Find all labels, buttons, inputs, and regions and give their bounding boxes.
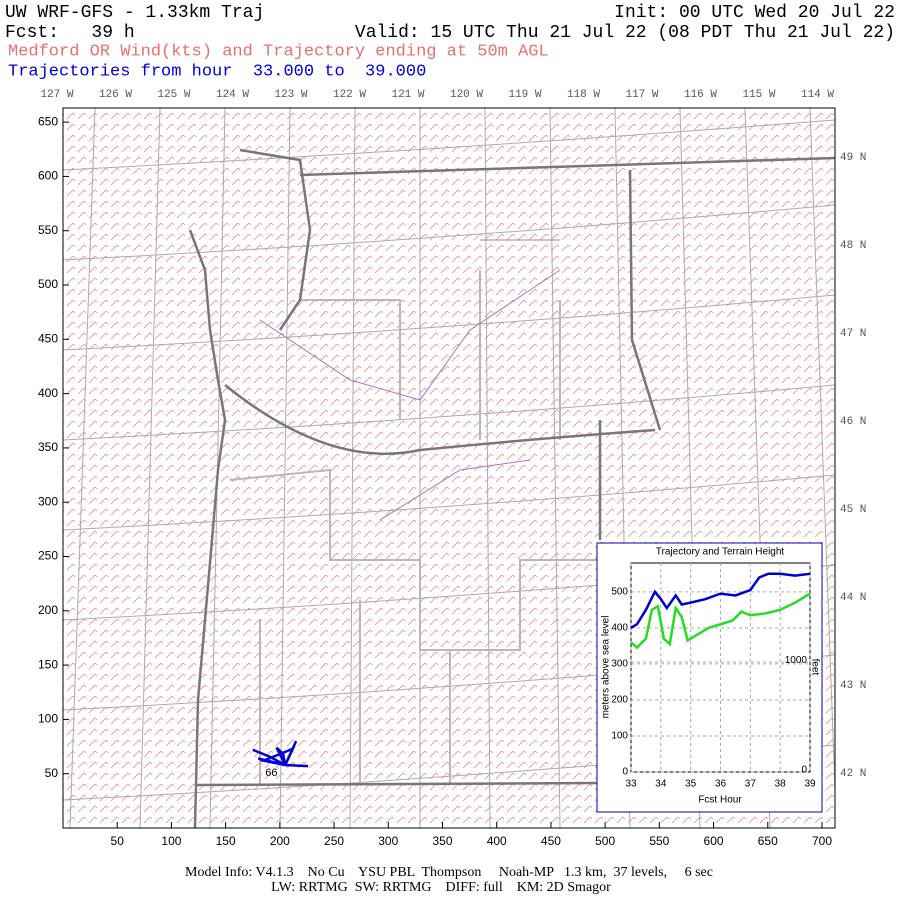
x-tick-label: 39 (804, 779, 816, 790)
init-time: Init: 00 UTC Wed 20 Jul 22 (614, 3, 895, 23)
footer-physics: LW: RRTMG SW: RRTMG DIFF: full KM: 2D Sm… (271, 880, 611, 895)
x-tick-label: 350 (432, 834, 452, 848)
longitude-label: 116 W (684, 89, 717, 101)
inset-xlabel: Fcst Hour (698, 795, 742, 806)
model-title: UW WRF-GFS - 1.33km Traj (5, 3, 264, 23)
x-tick-label: 200 (270, 834, 290, 848)
y-tick-label: 600 (38, 169, 58, 183)
x-tick-label: 400 (487, 834, 507, 848)
x-tick-label: 300 (378, 834, 398, 848)
longitude-label: 119 W (508, 89, 541, 101)
y-tick-label: 500 (38, 277, 58, 291)
x-tick-label: 550 (649, 834, 669, 848)
longitude-label: 122 W (333, 89, 366, 101)
longitude-label: 117 W (625, 89, 658, 101)
x-tick-label: 50 (111, 834, 125, 848)
latitude-label: 45 N (840, 504, 866, 516)
trajectory (252, 740, 309, 768)
county-borders (229, 270, 600, 785)
inset-marks: 33 34 35 36 37 38 39 0 100 200 300 400 500 0 1000 (611, 563, 816, 790)
latitude-label: 47 N (840, 328, 866, 340)
longitude-label: 126 W (99, 89, 132, 101)
hours-title: Trajectories from hour 33.000 to 39.000 (8, 62, 426, 81)
inset-title: Trajectory and Terrain Height (656, 547, 785, 558)
latitude-label: 49 N (840, 152, 866, 164)
map-overlays: 50 100 150 200 250 300 350 400 450 500 550 600 650 70… (38, 89, 866, 848)
y-tick-label: 400 (38, 386, 58, 400)
longitude-label: 125 W (157, 89, 190, 101)
inset-ylabel: meters above sea level (601, 616, 612, 719)
longitude-label: 120 W (450, 89, 483, 101)
y-tick-label: 350 (38, 440, 58, 454)
y-tick-label: 300 (38, 494, 58, 508)
trajectory-label: 66 (265, 767, 277, 779)
x-tick-label: 34 (655, 779, 667, 790)
y-tick-label: 0 (622, 767, 628, 778)
longitude-label: 114 W (801, 89, 834, 101)
x-tick-label: 100 (161, 834, 181, 848)
latitude-label: 46 N (840, 416, 866, 428)
x-tick-label: 650 (758, 834, 778, 848)
y-tick-label: 100 (38, 712, 58, 726)
y-tick-label: 450 (38, 331, 58, 345)
inset: Trajectory and Terrain Height Fcst Hour … (596, 542, 823, 813)
footer-model-info: Model Info: V4.1.3 No Cu YSU PBL Thompso… (185, 865, 713, 880)
x-tick-label: 450 (541, 834, 561, 848)
map-frame (62, 107, 836, 829)
y-tick-label: 100 (611, 731, 628, 742)
longitude-label: 115 W (742, 89, 775, 101)
x-tick-label: 500 (595, 834, 615, 848)
latitude-label: 44 N (840, 592, 866, 604)
latitude-label: 43 N (840, 680, 866, 692)
x-tick-label: 38 (775, 779, 787, 790)
x-tick-label: 37 (745, 779, 757, 790)
height-line (630, 572, 811, 629)
longitude-label: 118 W (567, 89, 600, 101)
coastline-and-states (188, 148, 836, 829)
field-title: Medford OR Wind(kts) and Trajectory endi… (8, 42, 549, 61)
map-area (62, 107, 836, 829)
y-tick-label: 550 (38, 223, 58, 237)
y-tick-label: 200 (38, 603, 58, 617)
x-tick-label: 35 (685, 779, 697, 790)
longitude-label: 127 W (40, 89, 73, 101)
x-tick-label: 150 (216, 834, 236, 848)
valid-time: Valid: 15 UTC Thu 21 Jul 22 (08 PDT Thu … (355, 23, 895, 43)
rivers (259, 239, 561, 521)
y-tick-label: 400 (611, 623, 628, 634)
longitude-label: 121 W (391, 89, 424, 101)
x-tick-label: 600 (704, 834, 724, 848)
y-tick-label: 200 (611, 695, 628, 706)
longitude-label: 123 W (274, 89, 307, 101)
y2-tick-label: 1000 (785, 655, 808, 666)
y-tick-label: 50 (45, 766, 59, 780)
y-tick-label: 150 (38, 657, 58, 671)
x-tick-label: 33 (625, 779, 637, 790)
x-tick-label: 700 (812, 834, 832, 848)
y2-tick-label: 0 (801, 765, 807, 776)
forecast-hour: Fcst: 39 h (5, 23, 135, 43)
latitude-label: 42 N (840, 768, 866, 780)
inset-frame (596, 542, 823, 813)
y-tick-label: 300 (611, 659, 628, 670)
y-tick-label: 250 (38, 549, 58, 563)
height-line (630, 592, 811, 650)
latitude-label: 48 N (840, 240, 866, 252)
longitude-label: 124 W (216, 89, 249, 101)
x-tick-label: 36 (715, 779, 727, 790)
y-tick-label: 650 (38, 114, 58, 128)
inset-y2label: feet (809, 659, 820, 676)
x-tick-label: 250 (324, 834, 344, 848)
y-tick-label: 500 (611, 586, 628, 597)
